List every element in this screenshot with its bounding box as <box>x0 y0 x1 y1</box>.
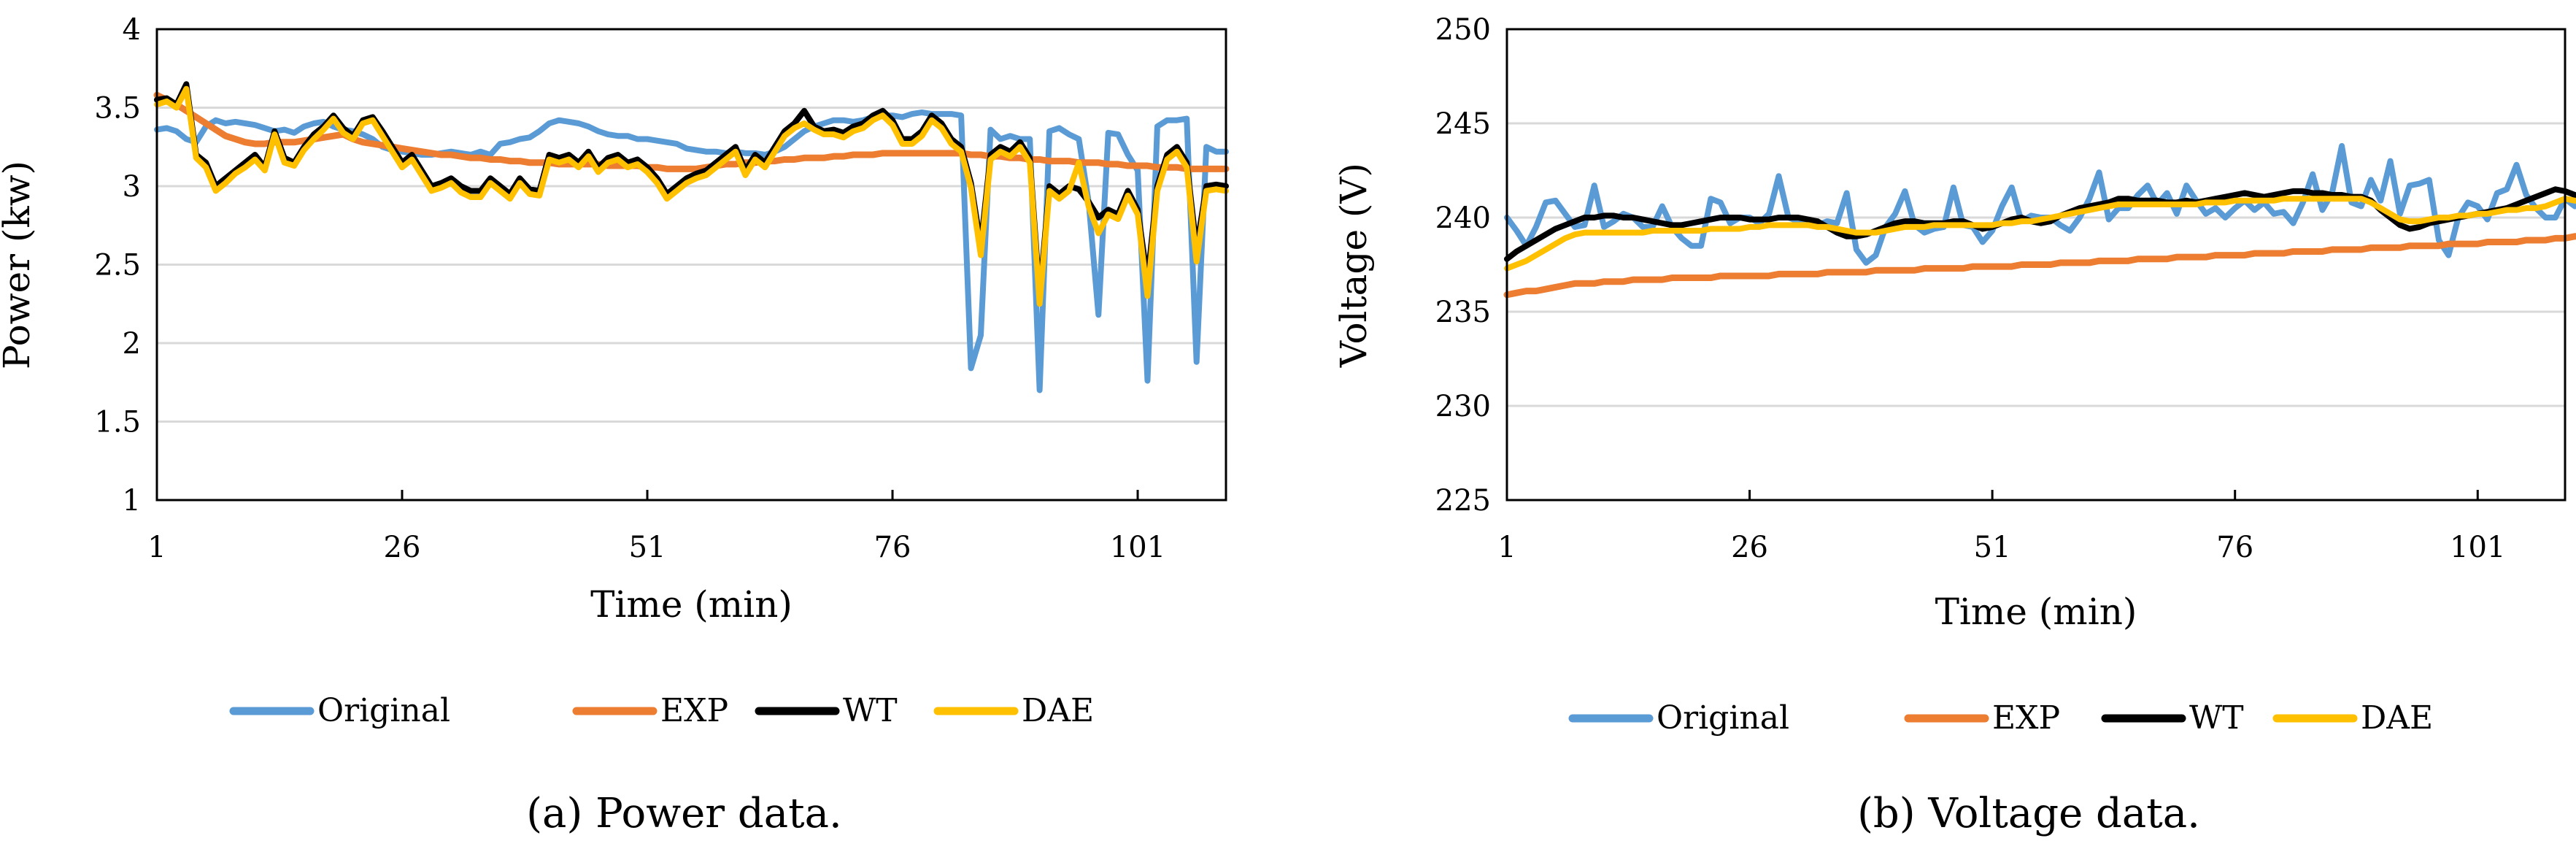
figure-caption: (a) Power data. <box>526 790 842 837</box>
x-tick-label: 51 <box>1974 531 2011 564</box>
y-tick-label: 1.5 <box>94 406 141 439</box>
x-tick-label: 76 <box>2216 531 2253 564</box>
legend-label-exp: EXP <box>1992 699 2060 737</box>
series-line-dae <box>154 85 1229 307</box>
y-tick-label: 3 <box>123 170 141 204</box>
x-tick-label: 26 <box>384 531 421 564</box>
legend-label-original: Original <box>1657 699 1789 737</box>
plot-frame <box>1505 28 2567 502</box>
series-line-dae <box>1504 196 2576 272</box>
y-axis-label: Voltage (V) <box>1333 163 1375 368</box>
x-tick-label: 101 <box>1110 531 1165 564</box>
x-tick-label: 51 <box>629 531 666 564</box>
x-axis-label: Time (min) <box>590 583 793 626</box>
y-tick-label: 230 <box>1435 390 1491 423</box>
series-line-original <box>1504 142 2576 266</box>
plot-frame <box>155 28 1227 502</box>
y-tick-label: 250 <box>1435 13 1491 47</box>
legend-label-dae: DAE <box>1022 692 1094 729</box>
x-tick-label: 26 <box>1731 531 1768 564</box>
legend-label-wt: WT <box>2189 699 2244 737</box>
x-tick-label: 76 <box>874 531 911 564</box>
x-tick-label: 1 <box>147 531 166 564</box>
legend-label-wt: WT <box>843 692 898 729</box>
y-tick-label: 4 <box>123 13 141 47</box>
y-tick-label: 225 <box>1435 484 1491 518</box>
legend-label-dae: DAE <box>2361 699 2433 737</box>
y-tick-label: 3.5 <box>94 92 141 126</box>
x-tick-label: 101 <box>2450 531 2505 564</box>
y-tick-label: 1 <box>123 484 141 518</box>
figure-caption: (b) Voltage data. <box>1857 790 2200 837</box>
y-tick-label: 240 <box>1435 201 1491 235</box>
legend-label-original: Original <box>317 692 450 729</box>
y-axis-label: Power (kw) <box>0 161 38 369</box>
y-tick-label: 2.5 <box>94 249 141 283</box>
x-axis-label: Time (min) <box>1935 591 2137 633</box>
y-tick-label: 235 <box>1435 296 1491 329</box>
series-line-exp <box>153 91 1230 172</box>
y-tick-label: 2 <box>123 327 141 361</box>
y-tick-label: 245 <box>1435 107 1491 141</box>
legend-label-exp: EXP <box>660 692 728 729</box>
x-tick-label: 1 <box>1497 531 1516 564</box>
series-line-exp <box>1503 233 2576 299</box>
chart-power: 1 1.5 2 2.5 3 3.5 4 1 26 51 76 101 Time (min) Power (… <box>0 13 1230 837</box>
series-line-original <box>154 109 1229 393</box>
chart-voltage: 225 230 235 240 245 250 1 26 51 76 101 Time (min) Vo… <box>1333 13 2576 837</box>
